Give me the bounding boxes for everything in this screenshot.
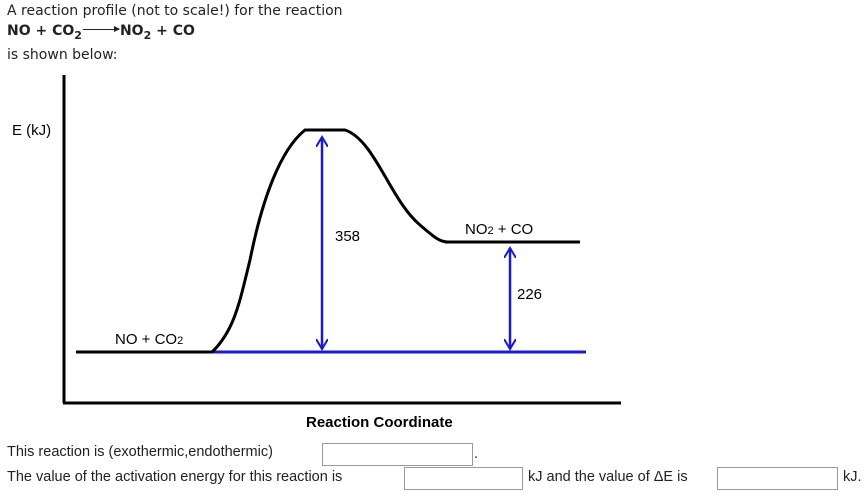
plus-sign: + — [156, 23, 168, 39]
activation-energy-input[interactable] — [404, 467, 523, 490]
delta-e-value: 226 — [517, 286, 542, 303]
reactant-2: CO — [52, 23, 75, 39]
question-1-text: This reaction is (exothermic,endothermic… — [7, 444, 273, 460]
product-1: NO — [119, 23, 144, 39]
delta-e-input[interactable] — [717, 467, 838, 490]
question-2-text: The value of the activation energy for t… — [7, 469, 343, 485]
exo-endo-input[interactable] — [322, 443, 473, 466]
product-2: CO — [172, 23, 195, 39]
subscript: 2 — [74, 29, 82, 42]
energy-curve — [210, 128, 449, 354]
question-1-period: . — [474, 446, 479, 462]
reactants-label: NO + CO2 — [115, 331, 183, 348]
y-axis-label: E (kJ) — [12, 122, 51, 139]
products-label: NO2 + CO — [465, 221, 533, 238]
question-2-middle: kJ and the value of ΔE is — [528, 469, 688, 485]
activation-energy-value: 358 — [335, 228, 360, 245]
question-2-end: kJ. — [843, 469, 862, 485]
reactant-1: NO — [7, 23, 31, 39]
reaction-arrow-icon — [82, 26, 120, 32]
plus-sign: + — [35, 23, 48, 39]
intro-text-2: is shown below: — [7, 47, 118, 63]
x-axis-label: Reaction Coordinate — [306, 414, 453, 431]
intro-text: A reaction profile (not to scale!) for t… — [7, 3, 343, 19]
reaction-equation: NO + CO2 NO2 + CO — [7, 23, 195, 42]
subscript: 2 — [143, 29, 152, 42]
